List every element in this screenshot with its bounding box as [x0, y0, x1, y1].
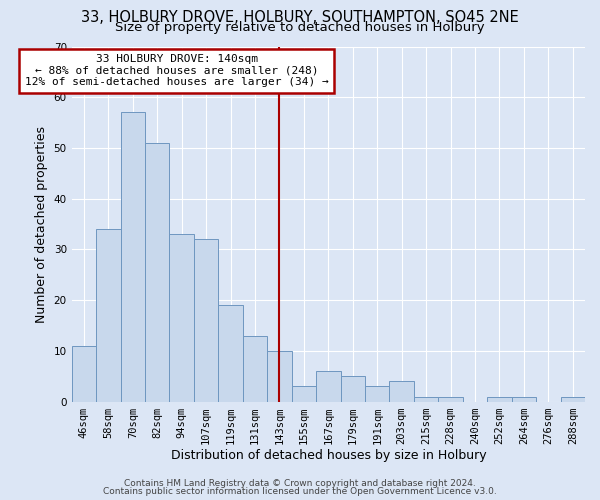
Bar [71, 346, 96, 402]
Text: 33, HOLBURY DROVE, HOLBURY, SOUTHAMPTON, SO45 2NE: 33, HOLBURY DROVE, HOLBURY, SOUTHAMPTON,… [81, 10, 519, 25]
X-axis label: Distribution of detached houses by size in Holbury: Distribution of detached houses by size … [170, 450, 486, 462]
Bar [389, 382, 414, 402]
Bar [121, 112, 145, 402]
Text: Contains HM Land Registry data © Crown copyright and database right 2024.: Contains HM Land Registry data © Crown c… [124, 480, 476, 488]
Bar [194, 240, 218, 402]
Bar [439, 396, 463, 402]
Bar [169, 234, 194, 402]
Text: Size of property relative to detached houses in Holbury: Size of property relative to detached ho… [115, 22, 485, 35]
Bar [96, 229, 121, 402]
Bar [487, 396, 512, 402]
Bar [512, 396, 536, 402]
Bar [365, 386, 389, 402]
Bar [560, 396, 585, 402]
Y-axis label: Number of detached properties: Number of detached properties [35, 126, 48, 322]
Bar [218, 305, 243, 402]
Text: 33 HOLBURY DROVE: 140sqm
← 88% of detached houses are smaller (248)
12% of semi-: 33 HOLBURY DROVE: 140sqm ← 88% of detach… [25, 54, 329, 88]
Bar [267, 351, 292, 402]
Bar [414, 396, 439, 402]
Bar [316, 371, 341, 402]
Bar [145, 143, 169, 402]
Bar [292, 386, 316, 402]
Text: Contains public sector information licensed under the Open Government Licence v3: Contains public sector information licen… [103, 487, 497, 496]
Bar [243, 336, 267, 402]
Bar [341, 376, 365, 402]
